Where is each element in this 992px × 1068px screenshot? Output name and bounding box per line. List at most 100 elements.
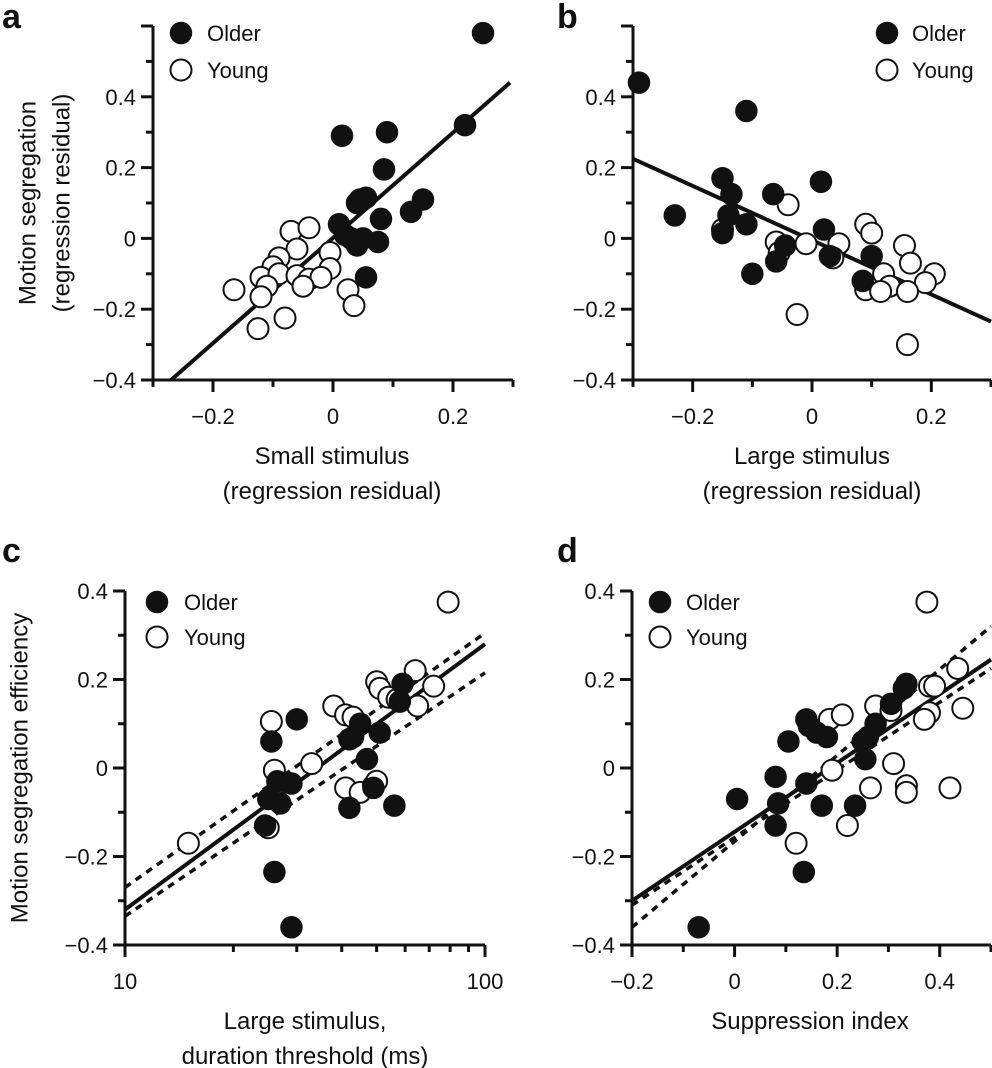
legend-marker-young (169, 58, 193, 82)
data-point-young (835, 814, 859, 838)
data-point-older (383, 794, 406, 817)
data-point-young (285, 237, 309, 261)
x-tick-label: −0.2 (610, 969, 653, 994)
y-tick-label: 0 (96, 756, 108, 781)
data-point-young (938, 776, 962, 800)
data-point-older (851, 269, 874, 293)
data-point-older (338, 796, 361, 820)
data-point-older (687, 916, 710, 939)
data-point-older (810, 794, 834, 817)
data-point-young (898, 251, 922, 275)
data-point-older (663, 204, 687, 227)
y-tick-label: 0 (603, 756, 615, 781)
data-point-young (309, 265, 333, 289)
data-point-young (784, 831, 808, 855)
x-tick-label: 0.4 (924, 969, 955, 994)
data-point-older (285, 708, 309, 731)
y-tick-label: 0.4 (585, 85, 616, 110)
data-point-young (246, 317, 270, 341)
panel-letter: c (2, 532, 21, 570)
y-tick-label: 0.2 (585, 156, 616, 181)
data-point-older (815, 725, 839, 749)
series-older (327, 21, 495, 289)
x-tick-label: −0.2 (191, 404, 234, 429)
data-point-young (923, 674, 947, 698)
y-tick-label: 0.4 (584, 579, 615, 604)
panel-letter: a (2, 0, 22, 36)
legend: Older Young (169, 21, 269, 83)
data-point-older (269, 792, 292, 815)
data-point-older (253, 814, 277, 837)
legend-label: Older (184, 590, 238, 615)
data-point-older (388, 690, 412, 713)
legend: Older Young (875, 21, 974, 83)
data-point-young (259, 710, 283, 734)
panel-c: c −0.4 −0.2 0 0.2 0.4 10 100 Large stimulus, dura… (2, 532, 503, 1068)
data-point-young (785, 303, 809, 327)
data-point-young (915, 590, 939, 614)
x-axis-label: (regression residual) (223, 478, 442, 505)
data-point-older (720, 182, 743, 206)
data-point-older (795, 772, 818, 795)
y-tick-label: 0.4 (77, 579, 108, 604)
legend: Older Young (648, 590, 748, 650)
data-point-young (297, 216, 321, 240)
data-point-older (735, 99, 758, 123)
legend-marker-older (648, 590, 672, 614)
data-point-older (797, 714, 821, 738)
y-axis-label: Motion segregation (15, 101, 42, 305)
x-tick-label: −0.2 (671, 404, 714, 429)
data-point-older (453, 113, 477, 137)
data-point-older (399, 200, 423, 224)
x-tick-label: 0.2 (438, 404, 469, 429)
legend-marker-older (875, 21, 899, 45)
y-tick-label: −0.2 (573, 297, 616, 322)
y-axis-label: (regression residual) (49, 94, 76, 313)
legend-marker-young (875, 58, 899, 82)
confidence-line (632, 666, 992, 907)
data-point-young (894, 780, 918, 804)
data-point-older (725, 787, 749, 811)
data-point-older (345, 234, 369, 257)
series-older (687, 672, 918, 939)
data-point-young (820, 758, 844, 782)
legend-marker-older (145, 590, 169, 614)
data-point-older (818, 244, 842, 268)
data-point-older (879, 692, 903, 716)
legend-marker-older (169, 21, 193, 45)
panel-b: b −0.4 −0.2 0 0.2 0.4 −0.2 0 0.2 Large stimulus (r… (557, 0, 992, 505)
y-tick-label: −0.4 (65, 933, 108, 958)
data-point-older (345, 191, 369, 215)
data-point-young (300, 752, 324, 776)
y-tick-label: 0 (124, 226, 136, 251)
data-point-older (260, 730, 283, 753)
data-point-older (892, 677, 916, 700)
x-axis-label: (regression residual) (703, 478, 922, 505)
data-point-older (735, 212, 758, 236)
data-point-young (273, 306, 297, 330)
data-point-young (249, 285, 273, 309)
data-point-older (330, 124, 354, 147)
y-tick-label: −0.2 (93, 297, 136, 322)
confidence-line (125, 671, 486, 918)
y-tick-label: 0.2 (77, 668, 108, 693)
data-point-older (741, 262, 764, 286)
data-point-older (280, 916, 303, 939)
x-axis-label: duration threshold (ms) (182, 1043, 429, 1068)
panel-letter: d (557, 532, 578, 570)
data-point-young (860, 221, 884, 245)
x-tick-label: 0 (327, 404, 339, 429)
panel-a: a −0.4 −0.2 0 0.2 0.4 −0.2 0 0.2 Small stimulus (r… (2, 0, 515, 505)
data-point-young (869, 280, 893, 303)
x-tick-label: 0.2 (916, 404, 947, 429)
legend-label: Young (686, 625, 748, 650)
y-tick-label: −0.4 (93, 368, 136, 393)
data-point-young (291, 274, 315, 298)
panel-d: d −0.4 −0.2 0 0.2 0.4 −0.2 0 0.2 0.4 Suppression i… (557, 532, 992, 1035)
series-young (222, 216, 366, 341)
x-tick-label: 10 (113, 969, 137, 994)
data-point-young (222, 278, 246, 302)
data-point-young (436, 590, 460, 614)
data-point-older (354, 266, 378, 289)
